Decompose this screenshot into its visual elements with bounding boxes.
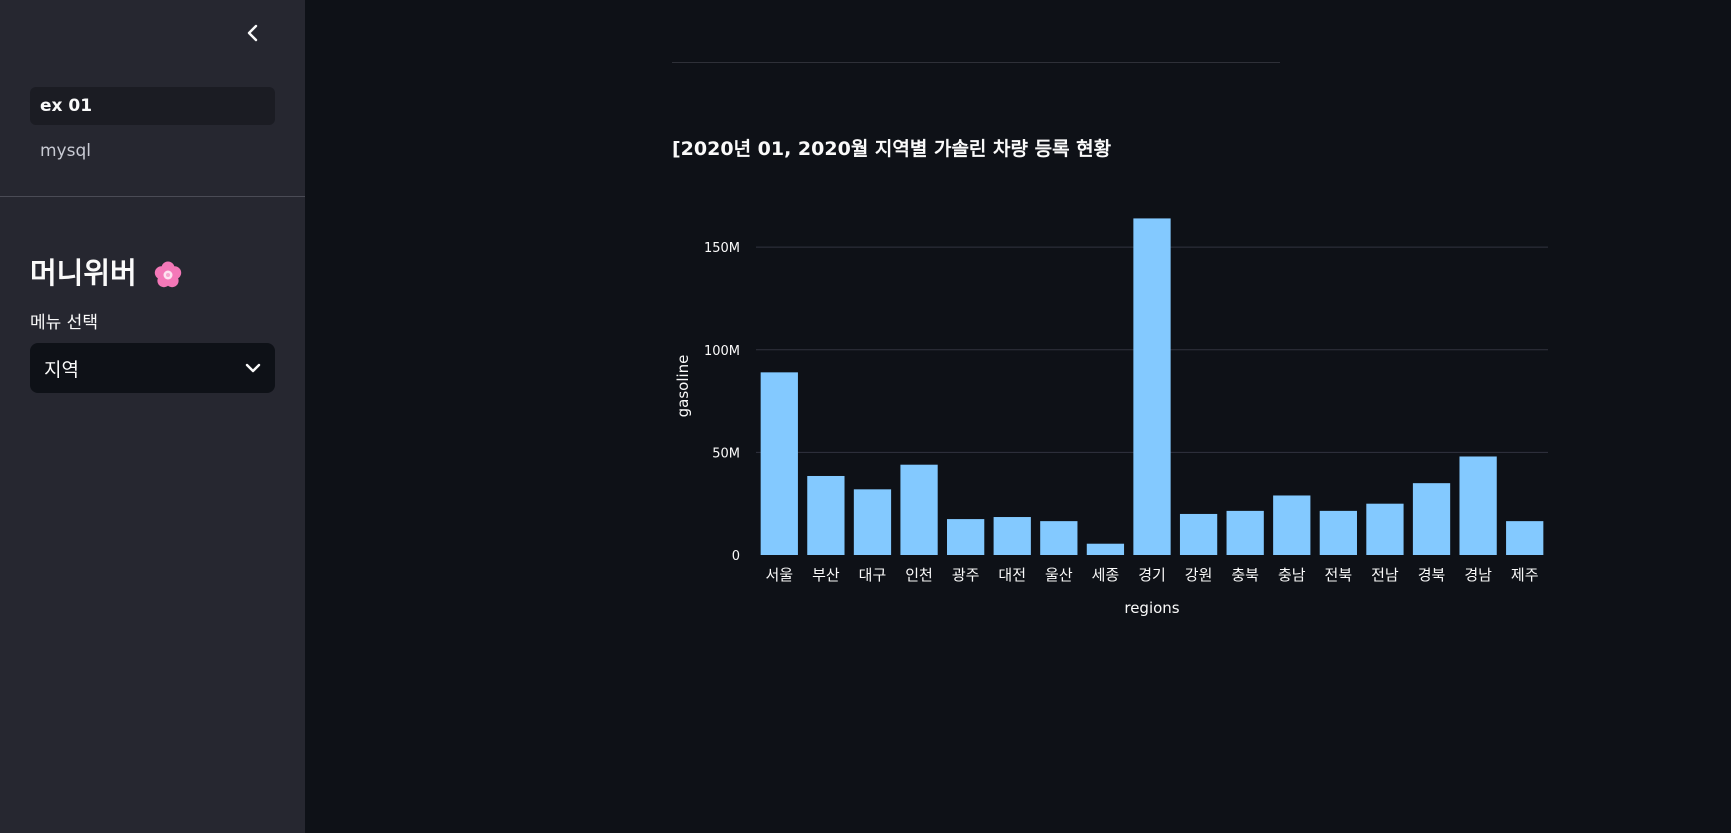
bar-chart: 0 50M 100M 150M 서울 부산 대구 인천 광주 대전 울산 세종 경기 강원 충북 충남 전북 전… xyxy=(660,190,1560,630)
sidebar-divider xyxy=(0,196,305,197)
y-axis-title: gasoline xyxy=(674,355,692,418)
chevron-down-icon xyxy=(245,362,261,374)
x-tick-label: 경북 xyxy=(1418,566,1446,584)
x-tick-label: 광주 xyxy=(952,566,980,584)
y-tick-label: 100M xyxy=(704,344,740,359)
x-tick-label: 대구 xyxy=(859,566,887,584)
bar[interactable] xyxy=(1227,511,1264,555)
app-title-text: 머니위버 xyxy=(30,256,137,290)
y-tick-labels: 0 50M 100M 150M xyxy=(704,241,740,564)
bar[interactable] xyxy=(1413,483,1450,555)
y-tick-label: 150M xyxy=(704,241,740,256)
bar[interactable] xyxy=(1273,495,1310,555)
x-tick-label: 서울 xyxy=(765,566,793,584)
x-tick-label: 충남 xyxy=(1278,566,1306,584)
bar[interactable] xyxy=(1506,521,1543,555)
x-tick-label: 전남 xyxy=(1371,566,1399,584)
bar[interactable] xyxy=(1133,218,1170,555)
collapse-sidebar-button[interactable] xyxy=(240,20,266,46)
bar[interactable] xyxy=(947,519,984,555)
nav-item-label: ex 01 xyxy=(40,96,92,116)
chart-bars xyxy=(761,218,1544,555)
x-tick-labels: 서울 부산 대구 인천 광주 대전 울산 세종 경기 강원 충북 충남 전북 전남 경북 경남 제주 xyxy=(765,566,1538,584)
chevron-left-icon xyxy=(246,24,260,42)
bar[interactable] xyxy=(900,465,937,555)
menu-select[interactable]: 지역 xyxy=(30,343,275,393)
x-tick-label: 경기 xyxy=(1138,566,1166,584)
content-divider xyxy=(672,62,1280,63)
x-tick-label: 부산 xyxy=(812,566,840,584)
cherry-blossom-icon xyxy=(153,260,183,290)
x-tick-label: 경남 xyxy=(1464,566,1492,584)
bar[interactable] xyxy=(761,372,798,555)
x-tick-label: 전북 xyxy=(1325,566,1353,584)
x-tick-label: 충북 xyxy=(1231,566,1259,584)
x-tick-label: 강원 xyxy=(1185,566,1213,584)
x-axis-title: regions xyxy=(1124,599,1179,617)
menu-selected-value: 지역 xyxy=(44,355,79,382)
nav-item-label: mysql xyxy=(40,141,91,161)
x-tick-label: 인천 xyxy=(905,566,933,584)
menu-label: 메뉴 선택 xyxy=(30,308,98,333)
bar[interactable] xyxy=(1320,511,1357,555)
nav-item-ex01[interactable]: ex 01 xyxy=(30,87,275,125)
x-tick-label: 대전 xyxy=(998,566,1026,584)
sidebar: ex 01 mysql 머니위버 메뉴 선택 지역 xyxy=(0,0,305,833)
bar[interactable] xyxy=(807,476,844,555)
y-tick-label: 0 xyxy=(732,549,740,564)
x-tick-label: 울산 xyxy=(1045,566,1073,584)
bar[interactable] xyxy=(1087,544,1124,555)
chart-title: [2020년 01, 2020월 지역별 가솔린 차량 등록 현황 xyxy=(672,134,1111,161)
bar[interactable] xyxy=(1459,456,1496,555)
bar[interactable] xyxy=(1040,521,1077,555)
nav-item-mysql[interactable]: mysql xyxy=(30,132,275,170)
bar[interactable] xyxy=(994,517,1031,555)
x-tick-label: 제주 xyxy=(1511,566,1539,584)
bar[interactable] xyxy=(854,489,891,555)
y-tick-label: 50M xyxy=(712,446,740,461)
app-title: 머니위버 xyxy=(30,250,183,292)
bar[interactable] xyxy=(1180,514,1217,555)
x-tick-label: 세종 xyxy=(1092,566,1120,584)
bar[interactable] xyxy=(1366,504,1403,555)
